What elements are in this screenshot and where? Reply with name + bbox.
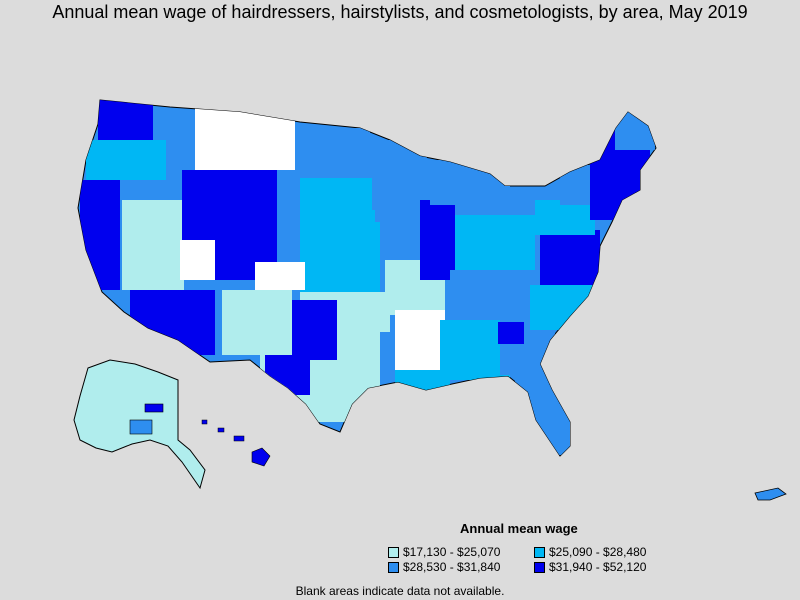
legend-title: Annual mean wage <box>460 521 578 536</box>
region-atlanta <box>498 322 524 344</box>
alaska-anchorage <box>144 403 164 413</box>
region-carolinas <box>530 285 595 330</box>
legend-swatch-3 <box>388 561 399 573</box>
hawaii-island-2 <box>217 427 225 433</box>
legend-label-4: $31,940 - $52,120 <box>549 560 647 574</box>
region-new-mexico-east <box>292 300 337 360</box>
region-louisiana <box>395 370 450 395</box>
legend-swatch-1 <box>388 546 399 558</box>
region-nebraska-kansas <box>300 222 380 292</box>
legend-item-1: $17,130 - $25,070 <box>388 545 500 559</box>
region-arizona <box>130 290 215 355</box>
region-washington <box>98 100 153 140</box>
hawaii <box>201 419 271 467</box>
alaska-southcentral <box>129 419 153 435</box>
region-virginia-maryland <box>540 230 600 285</box>
legend-item-2: $25,090 - $28,480 <box>534 545 646 559</box>
region-maine <box>615 110 655 150</box>
map-title: Annual mean wage of hairdressers, hairst… <box>52 2 748 22</box>
puerto-rico <box>754 487 787 501</box>
region-arkansas-nodata <box>395 310 445 370</box>
region-wisconsin <box>430 160 470 205</box>
legend-item-3: $28,530 - $31,840 <box>388 560 500 574</box>
region-illinois <box>420 200 455 280</box>
region-oregon <box>86 140 166 180</box>
legend-label-3: $28,530 - $31,840 <box>403 560 501 574</box>
legend-label-1: $17,130 - $25,070 <box>403 545 501 559</box>
region-montana-nodata <box>195 105 295 170</box>
region-south-dakota <box>300 178 375 223</box>
legend-label-2: $25,090 - $28,480 <box>549 545 647 559</box>
region-michigan <box>470 165 510 220</box>
region-florida <box>515 375 575 455</box>
legend-swatch-2 <box>534 546 545 558</box>
region-california-north <box>80 180 120 290</box>
region-west-texas <box>265 355 310 395</box>
footnote: Blank areas indicate data not available. <box>295 584 505 598</box>
region-nevada <box>122 200 184 290</box>
region-indiana-ohio <box>455 215 535 275</box>
region-north-dakota <box>295 128 370 178</box>
region-utah-nodata <box>180 240 215 280</box>
hawaii-island-3 <box>233 435 245 442</box>
region-minnesota <box>372 140 427 210</box>
legend-item-4: $31,940 - $52,120 <box>534 560 646 574</box>
region-colorado-east-nodata <box>255 262 305 290</box>
hawaii-big-island <box>251 447 271 467</box>
region-pennsylvania <box>535 200 595 235</box>
hawaii-island-1 <box>201 419 208 425</box>
legend-swatch-4 <box>534 561 545 573</box>
